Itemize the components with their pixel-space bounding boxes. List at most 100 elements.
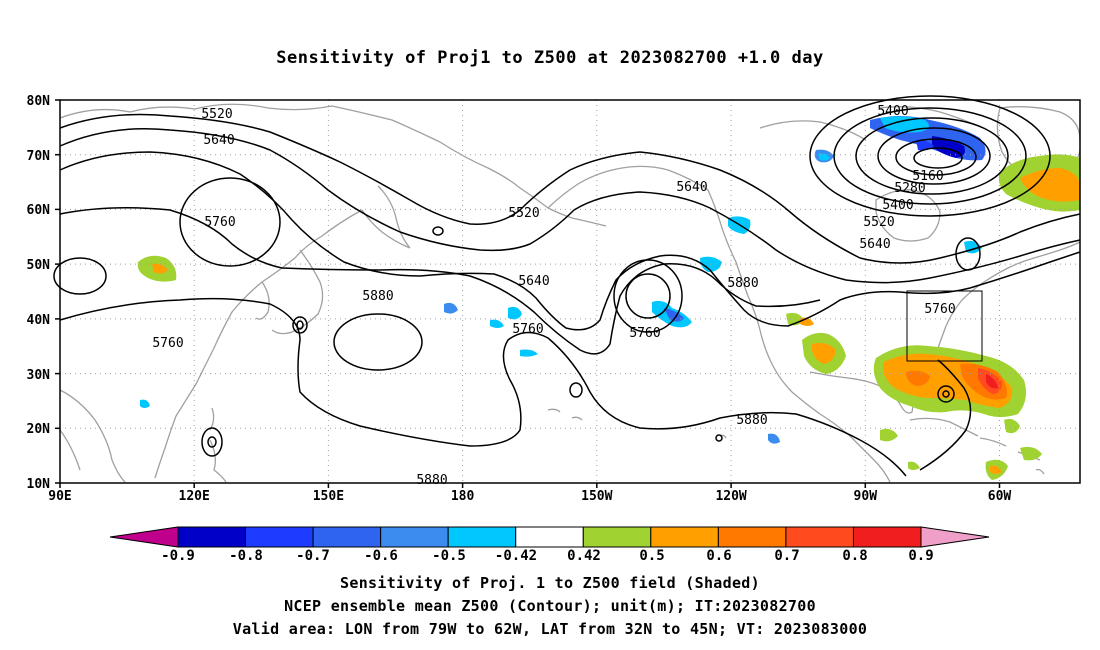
- colorbar-label: 0.42: [567, 548, 601, 564]
- east-asia-coast: [154, 209, 363, 479]
- contour-small-11: [942, 390, 950, 398]
- contour-arctic-low-3: [855, 117, 1009, 195]
- colorbar-label: -0.6: [364, 548, 398, 564]
- colorbar-label: -0.9: [161, 548, 195, 564]
- contour-label: 5400: [882, 198, 913, 213]
- lat-tick-label: 20N: [27, 422, 51, 437]
- korea-coast: [255, 281, 270, 320]
- hudson-bay: [875, 189, 941, 242]
- alaska-coast: [547, 165, 761, 331]
- lat-tick-label: 40N: [27, 313, 51, 328]
- shade-us-positive-2: [812, 342, 836, 364]
- contour-small-5: [201, 427, 223, 457]
- lat-tick-label: 60N: [27, 203, 51, 218]
- contour-label: 5640: [676, 180, 707, 195]
- shade-pacific-negative-7: [520, 349, 538, 357]
- contour-small-6: [207, 436, 217, 448]
- lon-tick-label: 150W: [581, 489, 612, 504]
- sensitivity-shading: [137, 116, 1080, 480]
- lat-axis: 80N 70N 60N 50N 40N 30N 20N 10N: [27, 94, 60, 492]
- contour-pacific-low-1: [613, 259, 683, 333]
- contour-small-4: [296, 320, 304, 330]
- shade-china-negative: [140, 399, 150, 408]
- contour-small-10: [937, 385, 955, 403]
- shade-caribbean-positive-3: [1020, 446, 1042, 461]
- shade-pacific-negative-4: [508, 306, 522, 320]
- contour-label: 5520: [863, 215, 894, 230]
- lat-tick-label: 30N: [27, 368, 51, 383]
- contour-small-3: [292, 316, 308, 334]
- contour-label: 5760: [152, 336, 183, 351]
- lon-tick-label: 120W: [715, 489, 746, 504]
- contour-5880-south: [59, 297, 907, 477]
- colorbar-segment: [245, 526, 314, 548]
- contour-5640-north: [59, 127, 1081, 284]
- colorbar: -0.9 -0.8 -0.7 -0.6 -0.5 -0.42 0.42 0.5 …: [109, 526, 990, 564]
- contour-pacific-high: [333, 313, 423, 371]
- contour-label: 5880: [727, 276, 758, 291]
- shade-atlantic-positive-8: [906, 370, 930, 386]
- footer-caption-1: Sensitivity of Proj. 1 to Z500 field (Sh…: [340, 574, 760, 592]
- shade-caribbean-positive-6: [908, 461, 920, 470]
- colorbar-segment: [177, 526, 247, 548]
- shade-caribbean-positive-1: [880, 428, 898, 442]
- colorbar-label: -0.5: [432, 548, 466, 564]
- colorbar-label: 0.8: [842, 548, 867, 564]
- colorbar-segment: [447, 526, 517, 548]
- colorbar-segment: [650, 526, 719, 548]
- contour-label: 5760: [629, 326, 660, 341]
- contour-label: 5520: [508, 206, 539, 221]
- contour-arctic-low-5: [895, 138, 977, 176]
- colorbar-segments: [177, 526, 922, 548]
- contour-label: 5160: [912, 169, 943, 184]
- lon-tick-label: 120E: [179, 489, 210, 504]
- colorbar-segment: [785, 526, 854, 548]
- colorbar-segment: [515, 526, 584, 548]
- colorbar-label: 0.6: [706, 548, 731, 564]
- lat-tick-label: 70N: [27, 149, 51, 164]
- contour-small-1: [53, 257, 107, 295]
- contour-pacific-low-2: [625, 273, 671, 319]
- lon-tick-label: 60W: [988, 489, 1012, 504]
- colorbar-segment: [717, 526, 787, 548]
- contour-label: 5760: [512, 322, 543, 337]
- contour-label: 5880: [416, 473, 447, 488]
- colorbar-segment: [380, 526, 449, 548]
- contour-small-8: [715, 434, 723, 442]
- contour-label: 5760: [204, 215, 235, 230]
- contour-label: 5400: [877, 104, 908, 119]
- lon-tick-label: 90W: [854, 489, 878, 504]
- shade-pacific-negative-3: [664, 308, 684, 322]
- lon-tick-label: 150E: [313, 489, 344, 504]
- contour-5880-mid: [59, 207, 821, 355]
- kamchatka-coast: [361, 185, 411, 249]
- contour-label: 5280: [894, 181, 925, 196]
- contour-label: 5640: [859, 237, 890, 252]
- colorbar-label: 0.7: [774, 548, 799, 564]
- colorbar-label: -0.42: [495, 548, 537, 564]
- shade-pacific-negative-6: [444, 302, 458, 314]
- contour-labels: 5400 5520 5640 5760 5520 5640 5760 5880 …: [152, 104, 955, 488]
- contour-label: 5760: [924, 302, 955, 317]
- contour-5760-mid: [59, 151, 1081, 331]
- contour-label: 5880: [736, 413, 767, 428]
- small-islands: [547, 408, 1045, 475]
- colorbar-high-extension: [920, 526, 990, 548]
- colorbar-low-extension: [109, 526, 179, 548]
- na-west-coast: [759, 329, 891, 483]
- shade-baffin-negative-2: [818, 153, 830, 161]
- contour-label: 5520: [201, 107, 232, 122]
- colorbar-label: 0.5: [639, 548, 664, 564]
- east-coast: [933, 241, 1081, 361]
- contour-label: 5640: [518, 274, 549, 289]
- contour-label: 5880: [362, 289, 393, 304]
- colorbar-labels: -0.9 -0.8 -0.7 -0.6 -0.5 -0.42 0.42 0.5 …: [161, 548, 934, 564]
- contour-arctic-low-2: [833, 107, 1027, 205]
- colorbar-label: -0.8: [229, 548, 263, 564]
- contour-small-7: [569, 382, 583, 398]
- footer-caption-3: Valid area: LON from 79W to 62W, LAT fro…: [232, 620, 868, 638]
- lon-tick-label: 90E: [48, 489, 71, 504]
- shade-caribbean-positive-2: [1004, 418, 1020, 434]
- colorbar-segment: [312, 526, 382, 548]
